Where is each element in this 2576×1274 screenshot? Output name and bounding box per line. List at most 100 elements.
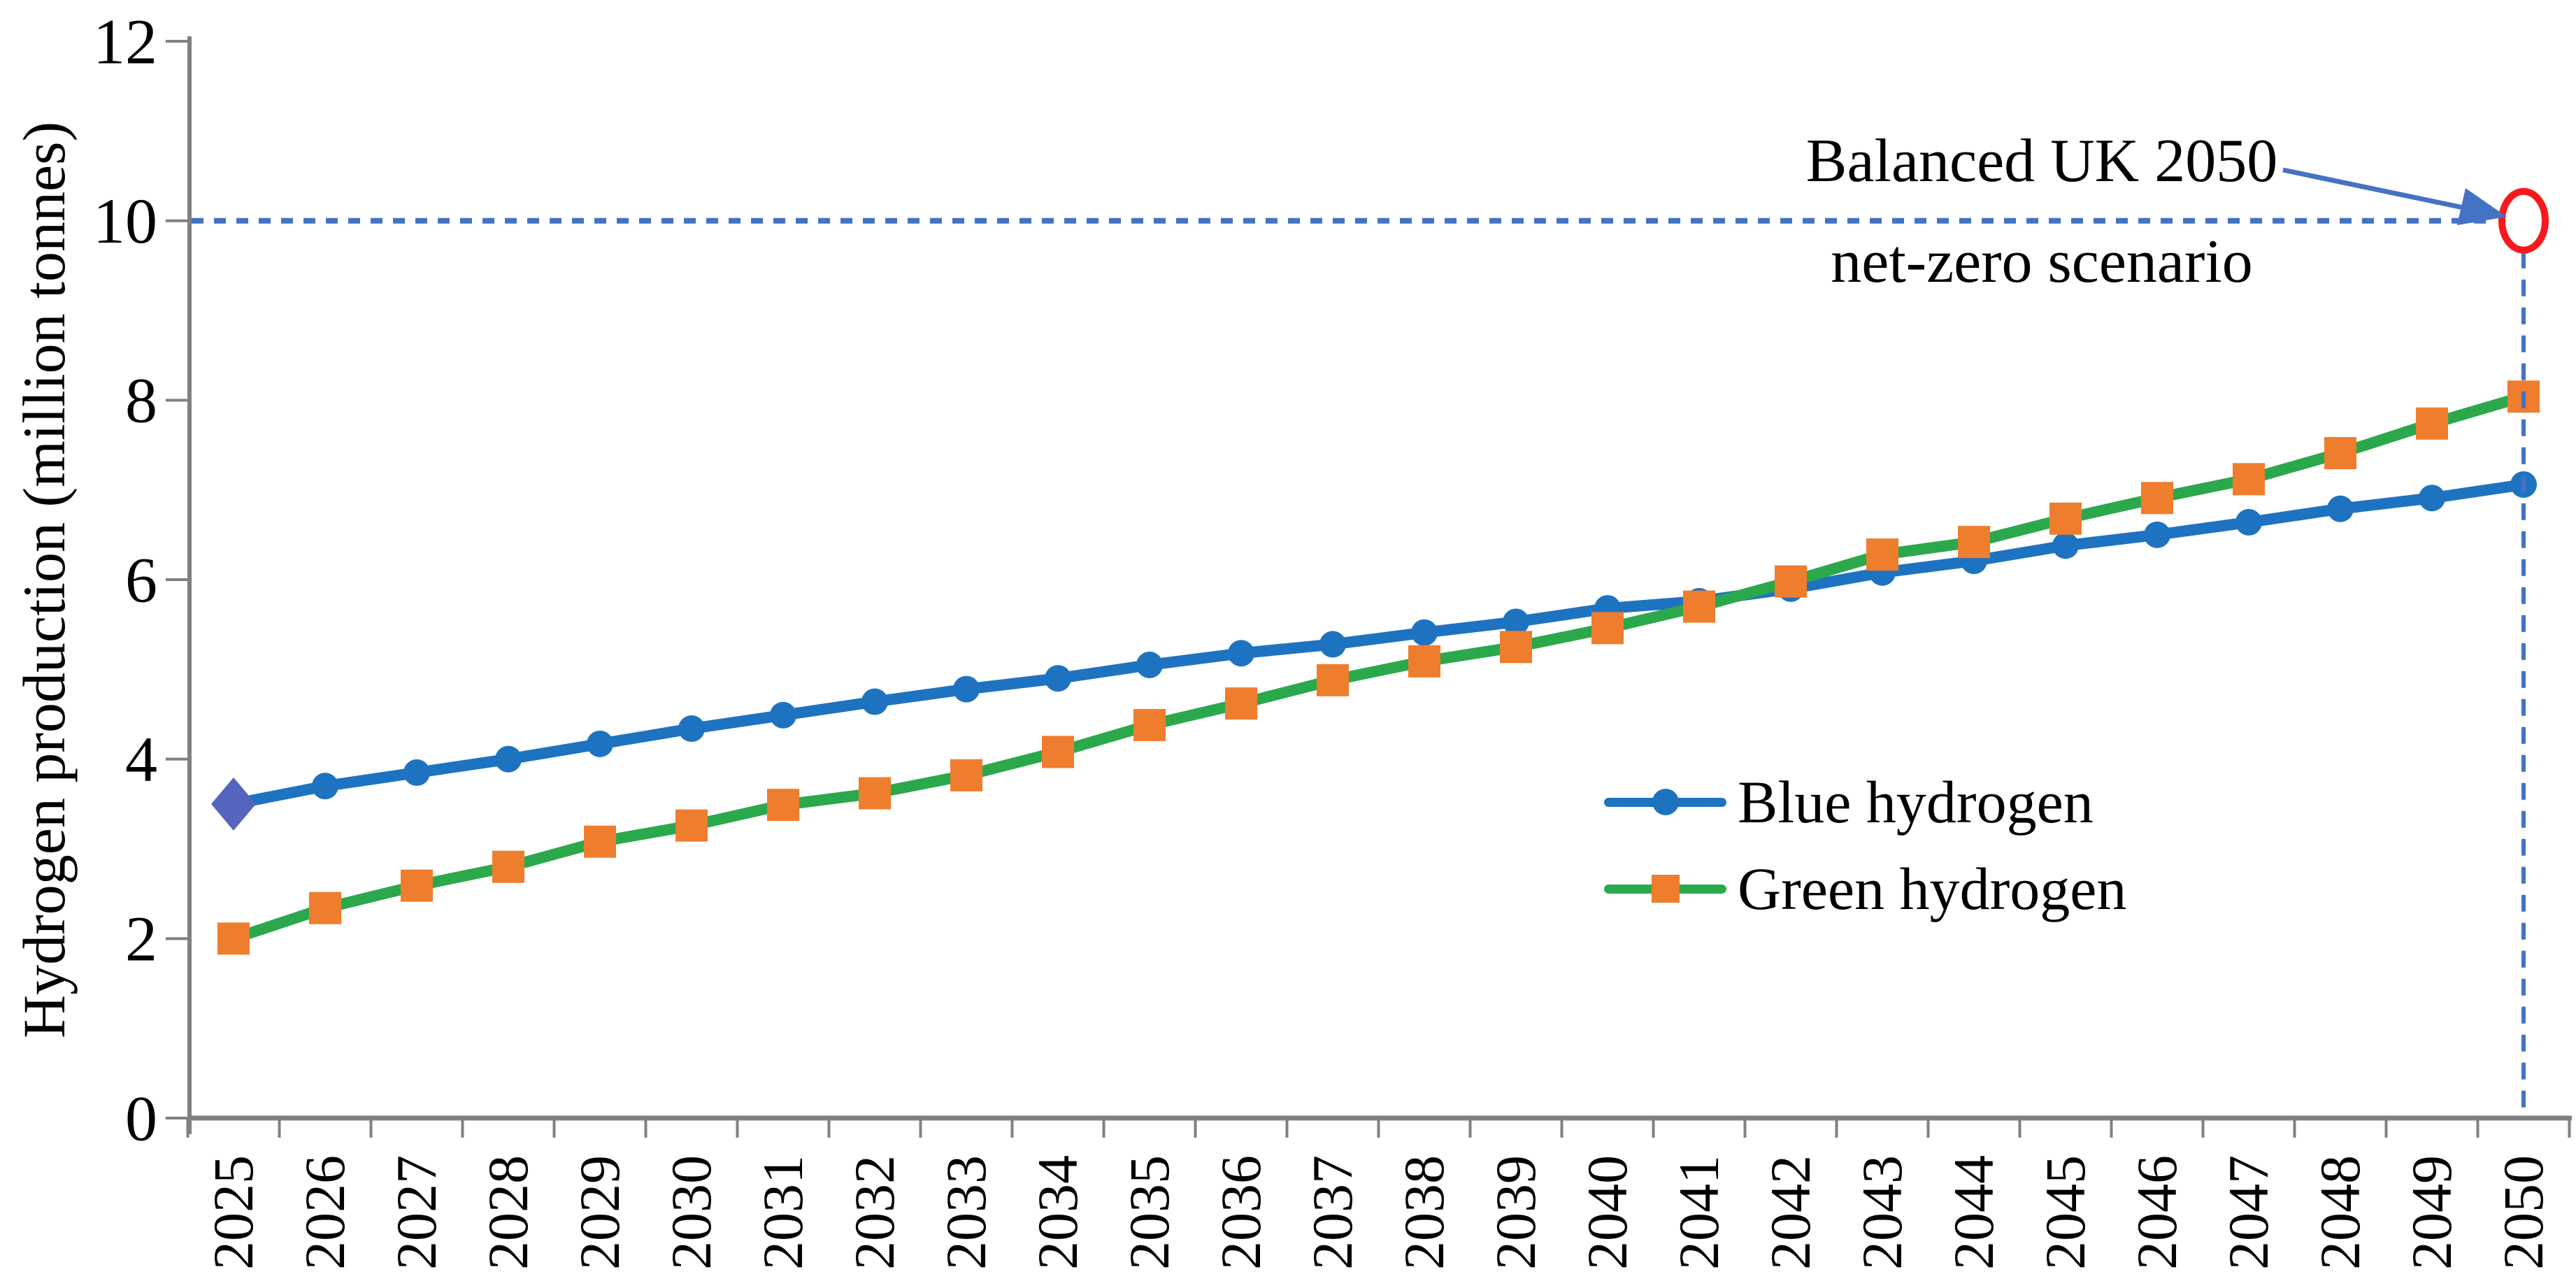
x-tick-label-year: 2040 bbox=[1575, 1155, 1639, 1270]
blue-circle-marker-icon bbox=[1652, 789, 1679, 815]
x-tick-label-year: 2045 bbox=[2033, 1155, 2097, 1270]
x-tick-label-year: 2036 bbox=[1209, 1155, 1273, 1270]
x-tick-label-year: 2038 bbox=[1392, 1155, 1456, 1270]
square-marker bbox=[1775, 565, 1807, 598]
circle-marker bbox=[1411, 619, 1438, 646]
x-tick-label-year: 2028 bbox=[476, 1155, 540, 1270]
x-tick-label-year: 2035 bbox=[1117, 1155, 1181, 1270]
x-tick-label-year: 2049 bbox=[2400, 1155, 2463, 1270]
circle-marker bbox=[861, 688, 888, 715]
y-tick-label: 2 bbox=[125, 903, 157, 975]
square-marker bbox=[1408, 645, 1440, 678]
square-marker bbox=[2141, 482, 2173, 515]
circle-marker bbox=[1228, 640, 1254, 667]
orange-square-marker-icon bbox=[1651, 875, 1680, 903]
axes bbox=[187, 36, 2572, 1134]
x-tick-label-year: 2032 bbox=[843, 1155, 906, 1270]
x-tick-label-year: 2033 bbox=[934, 1155, 998, 1270]
x-tick-label-year: 2034 bbox=[1026, 1155, 1089, 1270]
square-marker bbox=[1042, 736, 1074, 768]
circle-marker bbox=[1045, 665, 1071, 692]
y-axis-title: Hydrogen production (million tonnes) bbox=[10, 121, 78, 1038]
x-tick-label-year: 2043 bbox=[1850, 1155, 1914, 1270]
legend-label-blue-hydrogen: Blue hydrogen bbox=[1738, 768, 2094, 836]
x-tick-label-year: 2041 bbox=[1667, 1155, 1731, 1270]
circle-marker bbox=[587, 730, 613, 757]
green-hydrogen-series bbox=[217, 380, 2540, 955]
square-marker bbox=[1133, 708, 1166, 741]
circle-marker bbox=[495, 745, 522, 773]
square-marker bbox=[492, 850, 524, 883]
green-line-swatch-icon bbox=[1604, 875, 1726, 903]
square-marker bbox=[2049, 502, 2082, 535]
x-tick-label-year: 2030 bbox=[659, 1155, 723, 1270]
blue-line-swatch-icon bbox=[1604, 789, 1726, 815]
square-marker bbox=[1958, 526, 1990, 559]
circle-marker bbox=[2419, 485, 2445, 512]
y-tick-label: 4 bbox=[125, 724, 157, 795]
y-tick-label: 0 bbox=[125, 1082, 157, 1154]
square-marker bbox=[1317, 664, 1349, 696]
x-tick-label-year: 2025 bbox=[201, 1155, 265, 1270]
circle-marker bbox=[1319, 631, 1346, 658]
x-tick-label-year: 2046 bbox=[2125, 1155, 2189, 1270]
square-marker bbox=[1866, 538, 1898, 571]
square-marker bbox=[401, 869, 433, 902]
x-tick-label-year: 2044 bbox=[1942, 1155, 2005, 1270]
annotation-arrow-head-icon bbox=[2457, 188, 2507, 225]
circle-marker bbox=[953, 675, 980, 703]
x-tick-label-year: 2048 bbox=[2308, 1155, 2372, 1270]
circle-marker bbox=[2144, 521, 2170, 548]
x-tick-label-year: 2039 bbox=[1484, 1155, 1547, 1270]
annotation-text-line2: net-zero scenario bbox=[1831, 228, 2253, 296]
annotation-arrow-line bbox=[2282, 167, 2464, 210]
circle-marker bbox=[678, 715, 705, 743]
x-tick-label-year: 2042 bbox=[1759, 1155, 1822, 1270]
square-marker bbox=[1683, 590, 1715, 623]
square-marker bbox=[2233, 463, 2265, 496]
y-tick-label: 6 bbox=[125, 544, 157, 615]
x-axis-ticks: 2025 2026 2027 2028 2029 2030 2031 2032 2033 2034… bbox=[186, 1118, 2571, 1270]
x-tick-label-year: 2029 bbox=[568, 1155, 631, 1270]
circle-marker bbox=[2327, 495, 2354, 522]
net-zero-target-annotation bbox=[192, 167, 2549, 1116]
square-marker bbox=[1500, 631, 1532, 664]
x-tick-label-year: 2047 bbox=[2217, 1155, 2280, 1270]
blue-hydrogen-series bbox=[211, 471, 2537, 831]
x-tick-label-year: 2027 bbox=[385, 1155, 448, 1270]
circle-marker bbox=[403, 759, 430, 786]
circle-marker bbox=[312, 773, 338, 800]
square-marker bbox=[584, 825, 616, 858]
y-tick-label: 10 bbox=[93, 185, 157, 257]
y-axis-ticks: 0 2 4 6 8 10 12 bbox=[93, 6, 189, 1154]
circle-marker bbox=[770, 701, 796, 729]
diamond-marker bbox=[211, 777, 256, 831]
series-line bbox=[228, 478, 2529, 810]
y-tick-label: 8 bbox=[125, 365, 157, 436]
square-marker bbox=[309, 892, 341, 924]
legend-item-blue-hydrogen: Blue hydrogen bbox=[1604, 764, 2094, 840]
legend-label-green-hydrogen: Green hydrogen bbox=[1738, 855, 2127, 922]
x-tick-label-year: 2037 bbox=[1301, 1155, 1364, 1270]
square-marker bbox=[859, 777, 891, 810]
y-tick-label: 12 bbox=[93, 6, 157, 77]
x-tick-label-year: 2050 bbox=[2491, 1155, 2555, 1270]
series-line bbox=[228, 391, 2529, 945]
x-tick-label-year: 2031 bbox=[751, 1155, 815, 1270]
square-marker bbox=[950, 759, 982, 792]
circle-marker bbox=[1503, 608, 1529, 636]
square-marker bbox=[2324, 437, 2356, 470]
target-red-circle bbox=[2498, 187, 2549, 254]
circle-marker bbox=[2052, 532, 2079, 559]
square-marker bbox=[1225, 687, 1257, 720]
square-marker bbox=[767, 789, 799, 822]
legend-item-green-hydrogen: Green hydrogen bbox=[1604, 850, 2126, 927]
annotation-text-line1: Balanced UK 2050 bbox=[1805, 127, 2278, 195]
circle-marker bbox=[1136, 651, 1163, 678]
square-marker bbox=[217, 922, 250, 955]
square-marker bbox=[675, 809, 708, 842]
circle-marker bbox=[2235, 508, 2262, 536]
square-marker bbox=[1591, 612, 1624, 645]
